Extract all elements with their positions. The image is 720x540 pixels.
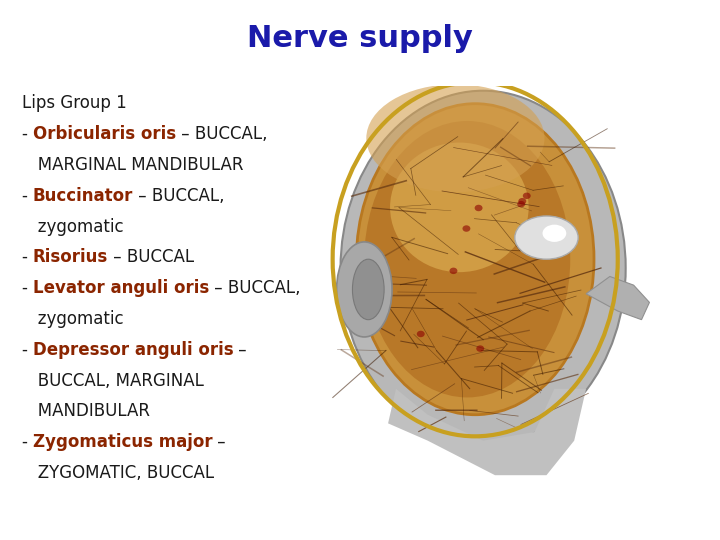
Ellipse shape	[474, 205, 482, 211]
Text: Zygomaticus major: Zygomaticus major	[32, 433, 212, 451]
Text: – BUCCAL,: – BUCCAL,	[176, 125, 267, 143]
Ellipse shape	[417, 330, 425, 337]
Text: Nerve supply: Nerve supply	[247, 24, 473, 53]
Ellipse shape	[523, 193, 531, 199]
Text: – BUCCAL: – BUCCAL	[108, 248, 194, 266]
Text: zygomatic: zygomatic	[22, 218, 123, 235]
Text: Buccinator: Buccinator	[32, 187, 133, 205]
Polygon shape	[586, 276, 649, 320]
Ellipse shape	[366, 84, 544, 192]
Ellipse shape	[353, 259, 384, 320]
Text: MARGINAL MANDIBULAR: MARGINAL MANDIBULAR	[22, 156, 243, 174]
Ellipse shape	[543, 225, 566, 242]
Ellipse shape	[356, 104, 594, 415]
Ellipse shape	[390, 143, 528, 272]
Ellipse shape	[517, 201, 525, 207]
Text: MANDIBULAR: MANDIBULAR	[22, 402, 150, 420]
Ellipse shape	[341, 91, 626, 445]
Ellipse shape	[449, 268, 457, 274]
Text: BUCCAL, MARGINAL: BUCCAL, MARGINAL	[22, 372, 204, 389]
Ellipse shape	[518, 198, 526, 205]
Text: ZYGOMATIC, BUCCAL: ZYGOMATIC, BUCCAL	[22, 464, 214, 482]
Ellipse shape	[515, 216, 578, 259]
Text: -: -	[22, 187, 32, 205]
Ellipse shape	[476, 346, 484, 352]
Text: -: -	[22, 248, 32, 266]
Polygon shape	[388, 389, 586, 475]
Text: -: -	[22, 341, 32, 359]
Text: -: -	[22, 279, 32, 297]
Text: –: –	[212, 433, 226, 451]
Text: zygomatic: zygomatic	[22, 310, 123, 328]
Text: Depressor anguli oris: Depressor anguli oris	[32, 341, 233, 359]
Text: -: -	[22, 125, 32, 143]
Text: – BUCCAL,: – BUCCAL,	[133, 187, 225, 205]
Ellipse shape	[337, 242, 392, 337]
Text: Levator anguli oris: Levator anguli oris	[32, 279, 209, 297]
Text: Orbicularis oris: Orbicularis oris	[32, 125, 176, 143]
Text: – BUCCAL,: – BUCCAL,	[209, 279, 300, 297]
Text: Lips Group 1: Lips Group 1	[22, 94, 126, 112]
Text: –: –	[233, 341, 247, 359]
Text: -: -	[22, 433, 32, 451]
Text: Risorius: Risorius	[32, 248, 108, 266]
Ellipse shape	[364, 121, 570, 397]
Ellipse shape	[462, 225, 470, 232]
